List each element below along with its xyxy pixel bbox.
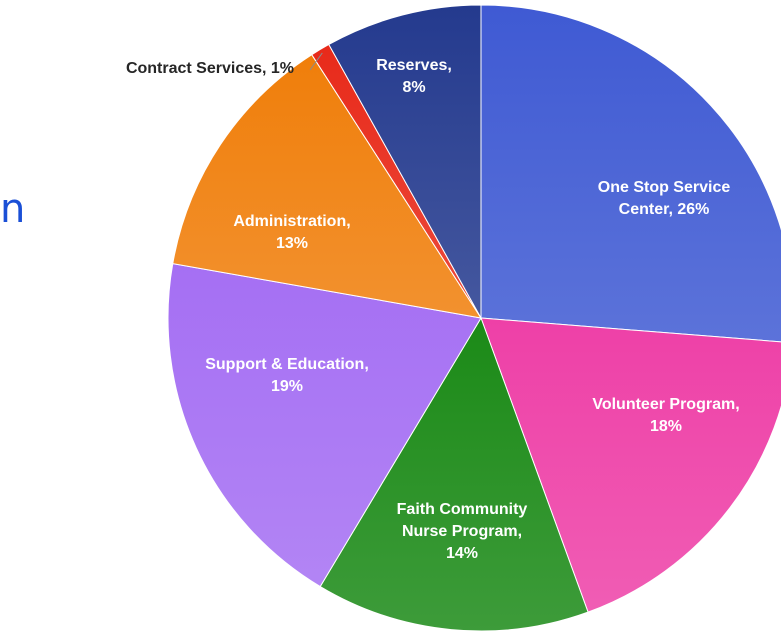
label-line: 19% bbox=[271, 378, 303, 395]
slice-volunteer-program bbox=[480, 317, 781, 613]
label-contract-services: Contract Services, 1% bbox=[126, 60, 294, 77]
label-line: Contract Services, 1% bbox=[126, 60, 294, 77]
slice-administration bbox=[172, 53, 483, 319]
pie-slices bbox=[167, 4, 781, 631]
label-administration: Administration, 13% bbox=[233, 213, 350, 252]
slice-labels: One Stop Service Center, 26% Volunteer Pro… bbox=[126, 57, 740, 562]
label-one-stop-service-center: One Stop Service Center, 26% bbox=[598, 179, 731, 218]
label-volunteer-program: Volunteer Program, 18% bbox=[592, 396, 739, 435]
label-line: Nurse Program, bbox=[402, 523, 522, 540]
label-line: Administration, bbox=[233, 213, 350, 230]
label-faith-community-nurse-program: Faith Community Nurse Program, 14% bbox=[397, 501, 528, 562]
leader-line-contract-services bbox=[309, 52, 323, 71]
label-line: Reserves, bbox=[376, 57, 452, 74]
slice-reserves bbox=[328, 4, 482, 320]
label-line: Faith Community bbox=[397, 501, 528, 518]
slice-faith-community-nurse-program bbox=[319, 316, 589, 631]
label-line: 8% bbox=[402, 79, 425, 96]
slice-one-stop-service-center bbox=[480, 4, 781, 343]
slice-support-education bbox=[167, 263, 482, 588]
label-line: One Stop Service bbox=[598, 179, 731, 196]
label-line: 14% bbox=[446, 545, 478, 562]
label-line: Support & Education, bbox=[205, 356, 369, 373]
label-reserves: Reserves, 8% bbox=[376, 57, 452, 96]
label-support-education: Support & Education, 19% bbox=[205, 356, 369, 395]
label-line: 18% bbox=[650, 418, 682, 435]
label-line: Center, 26% bbox=[619, 201, 710, 218]
cropped-text-fragment: n bbox=[0, 186, 26, 232]
label-line: 13% bbox=[276, 235, 308, 252]
leader-lines bbox=[309, 52, 323, 71]
label-line: Volunteer Program, bbox=[592, 396, 739, 413]
